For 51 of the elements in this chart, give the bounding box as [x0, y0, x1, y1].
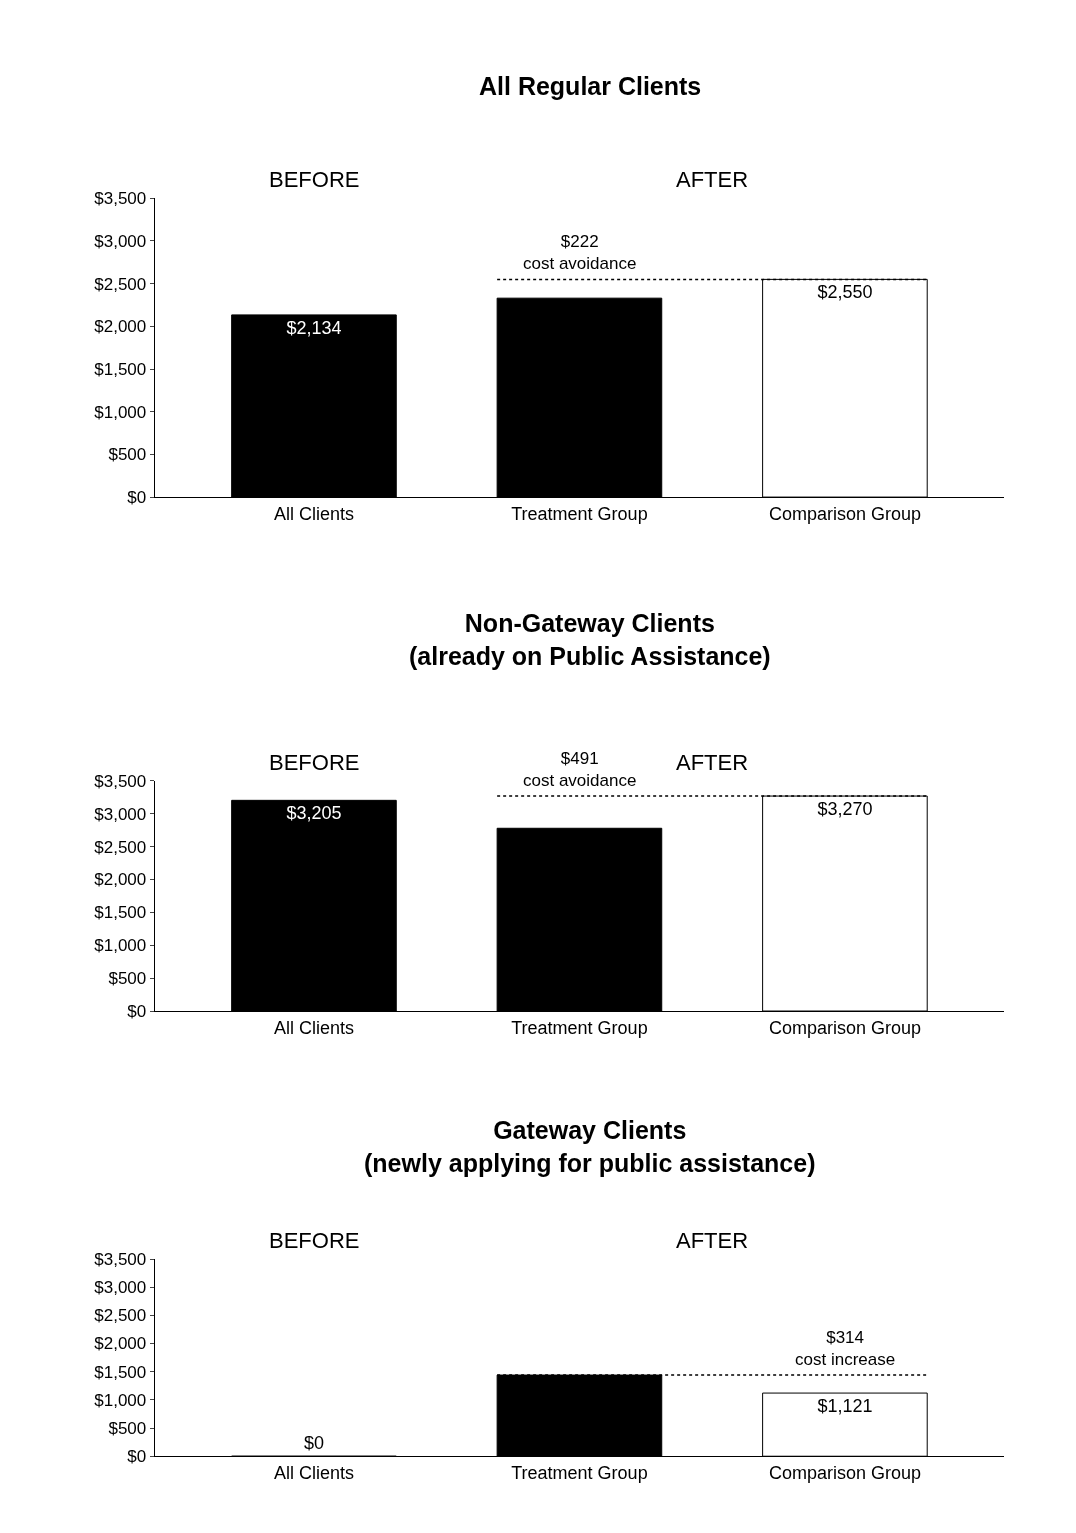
- text: BEFORE: [269, 167, 360, 192]
- y-tick-label: $2,000: [94, 1334, 147, 1354]
- x-tick-label: Comparison Group: [768, 1462, 921, 1483]
- y-tick-label: $1,500: [94, 903, 147, 923]
- y-tick-label: $3,500: [94, 1249, 147, 1269]
- text: AFTER: [676, 167, 749, 192]
- data-label: $1,121: [817, 1396, 873, 1417]
- x-tick-label: Treatment Group: [511, 503, 648, 524]
- y-tick-label: $1,000: [94, 402, 147, 422]
- x-tick-label: Comparison Group: [768, 503, 921, 524]
- y-tick-label: $1,000: [94, 936, 147, 956]
- y-tick-label: $3,000: [94, 804, 147, 824]
- data-label: $2,134: [286, 317, 342, 338]
- x-tick-label: Treatment Group: [511, 1017, 648, 1038]
- data-label: $3,205: [286, 803, 342, 824]
- y-tick-label: $3,500: [94, 771, 147, 791]
- ref-line-label: $491 cost avoidance: [523, 749, 637, 791]
- y-tick-label: $0: [127, 1447, 147, 1467]
- y-tick-label: $2,000: [94, 317, 147, 337]
- y-tick-label: $500: [108, 1419, 147, 1439]
- y-tick-label: $1,500: [94, 1362, 147, 1382]
- y-tick-label: $3,000: [94, 231, 147, 251]
- y-tick-label: $2,000: [94, 870, 147, 890]
- text: BEFORE: [269, 1228, 360, 1253]
- y-tick-label: $2,500: [94, 274, 147, 294]
- y-tick-label: $500: [108, 445, 147, 465]
- chart-title: Gateway Clients (newly applying for public assistance): [364, 1116, 816, 1177]
- data-label: $2,550: [817, 282, 873, 303]
- x-tick-label: Comparison Group: [768, 1017, 921, 1038]
- x-tick-label: All Clients: [273, 1462, 354, 1483]
- text: AFTER: [676, 750, 749, 775]
- y-tick-label: $0: [127, 1001, 147, 1021]
- y-tick-label: $2,500: [94, 1306, 147, 1326]
- x-tick-label: All Clients: [273, 1017, 354, 1038]
- y-tick-label: $1,000: [94, 1390, 147, 1410]
- y-tick-label: $3,500: [94, 189, 147, 209]
- y-tick-label: $500: [108, 969, 147, 989]
- y-tick-label: $0: [127, 488, 147, 508]
- y-tick-label: $3,000: [94, 1278, 147, 1298]
- text: BEFORE: [269, 750, 360, 775]
- y-tick-label: $2,500: [94, 837, 147, 857]
- data-label: $0: [303, 1433, 324, 1454]
- x-tick-label: Treatment Group: [511, 1462, 648, 1483]
- data-label: $3,270: [817, 799, 873, 820]
- x-tick-label: All Clients: [273, 503, 354, 524]
- y-tick-label: $1,500: [94, 359, 147, 379]
- ref-line-label: $314 cost increase: [795, 1328, 896, 1370]
- chart-title: All Regular Clients: [479, 72, 702, 100]
- text: AFTER: [676, 1228, 749, 1253]
- chart-title: Non-Gateway Clients (already on Public Assistance): [409, 609, 771, 670]
- ref-line-label: $222 cost avoidance: [523, 232, 637, 274]
